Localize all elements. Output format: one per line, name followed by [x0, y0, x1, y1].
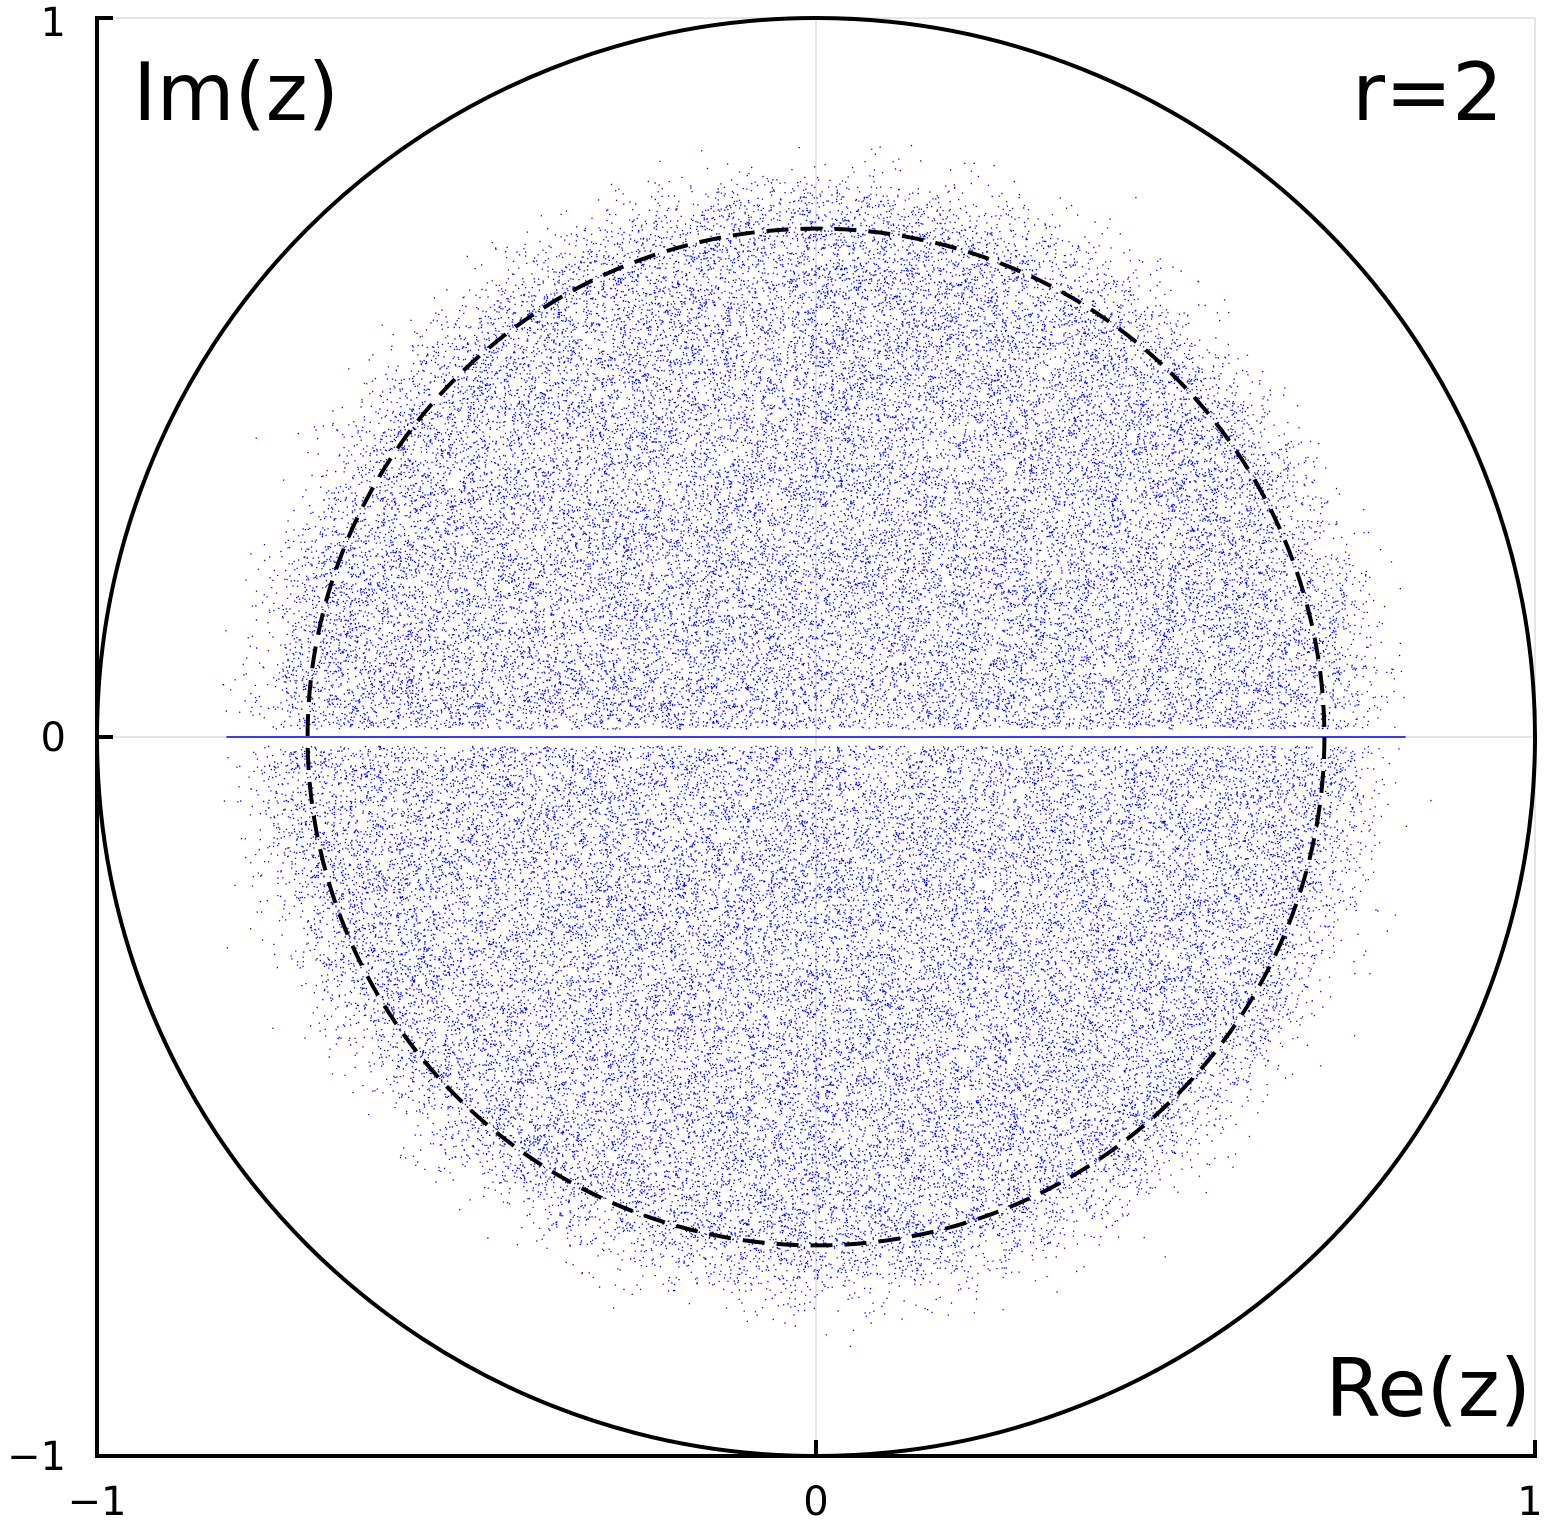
y-axis-label: Im(z) — [133, 46, 339, 139]
y-tick-label: −1 — [7, 1434, 66, 1480]
x-tick-label: 0 — [803, 1479, 828, 1521]
x-tick-label: 1 — [1517, 1479, 1542, 1521]
axes — [95, 16, 1537, 1458]
x-tick-label: −1 — [68, 1479, 127, 1521]
eigenvalue-point-cloud — [222, 144, 1432, 1347]
tick-labels: −1 0 1 −1 0 1 — [7, 0, 1543, 1521]
x-axis-label: Re(z) — [1325, 1342, 1531, 1435]
r-annotation: r=2 — [1352, 46, 1503, 139]
eigenvalue-points — [222, 144, 1432, 1347]
y-tick-label: 0 — [41, 715, 66, 761]
dashed-circle — [305, 226, 1327, 1248]
y-tick-label: 1 — [41, 0, 66, 46]
